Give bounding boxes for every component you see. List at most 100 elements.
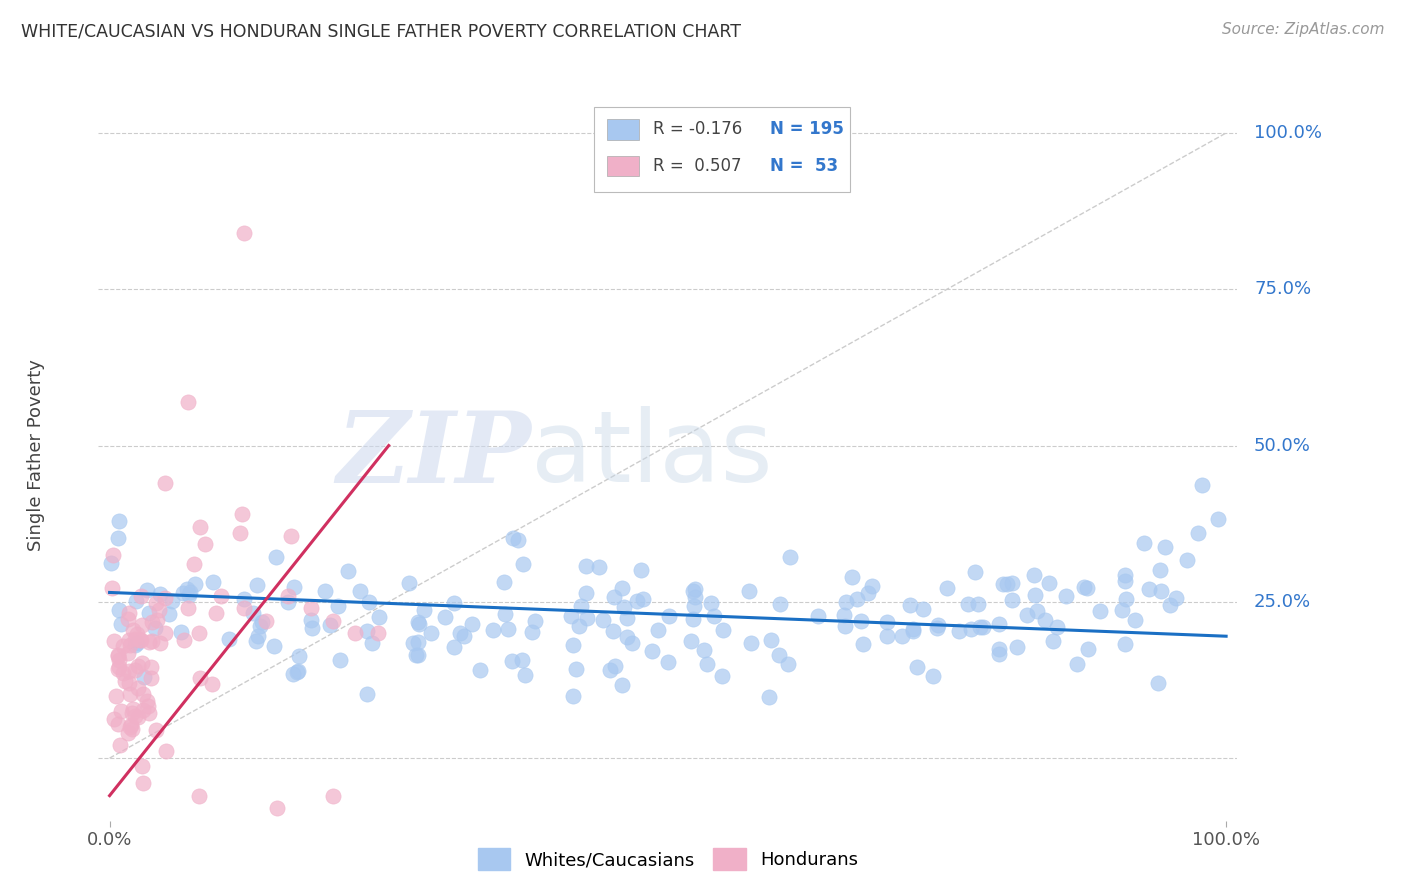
Point [616, 611, 638, 625]
Text: WHITE/CAUCASIAN VS HONDURAN SINGLE FATHER POVERTY CORRELATION CHART: WHITE/CAUCASIAN VS HONDURAN SINGLE FATHE… [21, 22, 741, 40]
Point [1066, 657, 1088, 671]
Point [1133, 535, 1156, 549]
Point [508, 533, 530, 547]
Point [603, 590, 626, 604]
Point [963, 565, 986, 579]
Point [1024, 588, 1046, 602]
Point [849, 614, 872, 628]
Point [114, 673, 136, 688]
Text: ZIP: ZIP [336, 407, 531, 503]
Point [107, 660, 129, 674]
Point [988, 647, 1011, 661]
Point [758, 690, 780, 704]
Point [107, 649, 129, 664]
Point [936, 581, 959, 595]
Point [453, 629, 475, 643]
Point [245, 633, 267, 648]
Point [367, 626, 389, 640]
Point [1054, 589, 1077, 603]
Point [205, 607, 228, 621]
Point [121, 706, 143, 720]
Point [612, 581, 634, 595]
Point [107, 514, 129, 528]
Point [266, 549, 288, 564]
Point [616, 630, 638, 644]
Point [149, 636, 172, 650]
Point [131, 656, 153, 670]
Point [592, 613, 614, 627]
Point [682, 611, 704, 625]
Point [683, 590, 706, 604]
Point [461, 616, 484, 631]
Point [960, 622, 983, 636]
Point [1033, 613, 1056, 627]
Point [179, 588, 201, 602]
Point [406, 615, 429, 630]
Point [972, 620, 994, 634]
Point [1159, 598, 1181, 612]
Point [127, 681, 149, 695]
Point [101, 582, 124, 596]
Point [405, 648, 427, 663]
Point [128, 632, 150, 647]
Point [155, 743, 177, 757]
Point [118, 665, 141, 679]
Point [523, 615, 546, 629]
Point [565, 662, 588, 676]
Point [127, 636, 149, 650]
Point [336, 564, 359, 578]
Point [120, 638, 142, 652]
Point [468, 663, 491, 677]
Point [127, 627, 149, 641]
Point [761, 632, 783, 647]
Point [599, 664, 621, 678]
Point [229, 526, 252, 541]
Point [232, 226, 254, 240]
Point [101, 548, 124, 562]
Point [173, 632, 195, 647]
Point [1046, 620, 1069, 634]
Point [1187, 525, 1209, 540]
Point [626, 594, 648, 608]
Point [117, 612, 139, 626]
Point [434, 610, 457, 624]
Point [408, 648, 430, 662]
Point [131, 589, 153, 603]
Point [1147, 675, 1170, 690]
Point [647, 623, 669, 637]
Point [1000, 593, 1022, 607]
Point [118, 676, 141, 690]
Point [146, 614, 169, 628]
Point [124, 632, 146, 646]
Point [107, 652, 129, 666]
Point [299, 601, 322, 615]
Point [249, 619, 271, 633]
Point [1125, 613, 1147, 627]
Point [263, 639, 285, 653]
Point [153, 591, 176, 606]
Point [136, 694, 159, 708]
Point [969, 620, 991, 634]
Point [520, 624, 543, 639]
Point [1024, 567, 1046, 582]
Point [995, 576, 1018, 591]
Point [141, 634, 163, 648]
Point [560, 609, 582, 624]
Point [1000, 575, 1022, 590]
Point [1166, 591, 1188, 605]
Point [900, 599, 922, 613]
Point [413, 603, 436, 617]
Point [443, 596, 465, 610]
Point [103, 712, 125, 726]
Point [110, 738, 132, 752]
Point [132, 703, 155, 717]
Point [359, 594, 381, 608]
Point [1150, 584, 1173, 599]
Point [122, 623, 145, 637]
Point [890, 629, 912, 643]
Point [141, 615, 163, 629]
Point [1137, 582, 1160, 596]
Point [319, 617, 342, 632]
Point [1115, 592, 1137, 607]
FancyBboxPatch shape [593, 108, 851, 192]
